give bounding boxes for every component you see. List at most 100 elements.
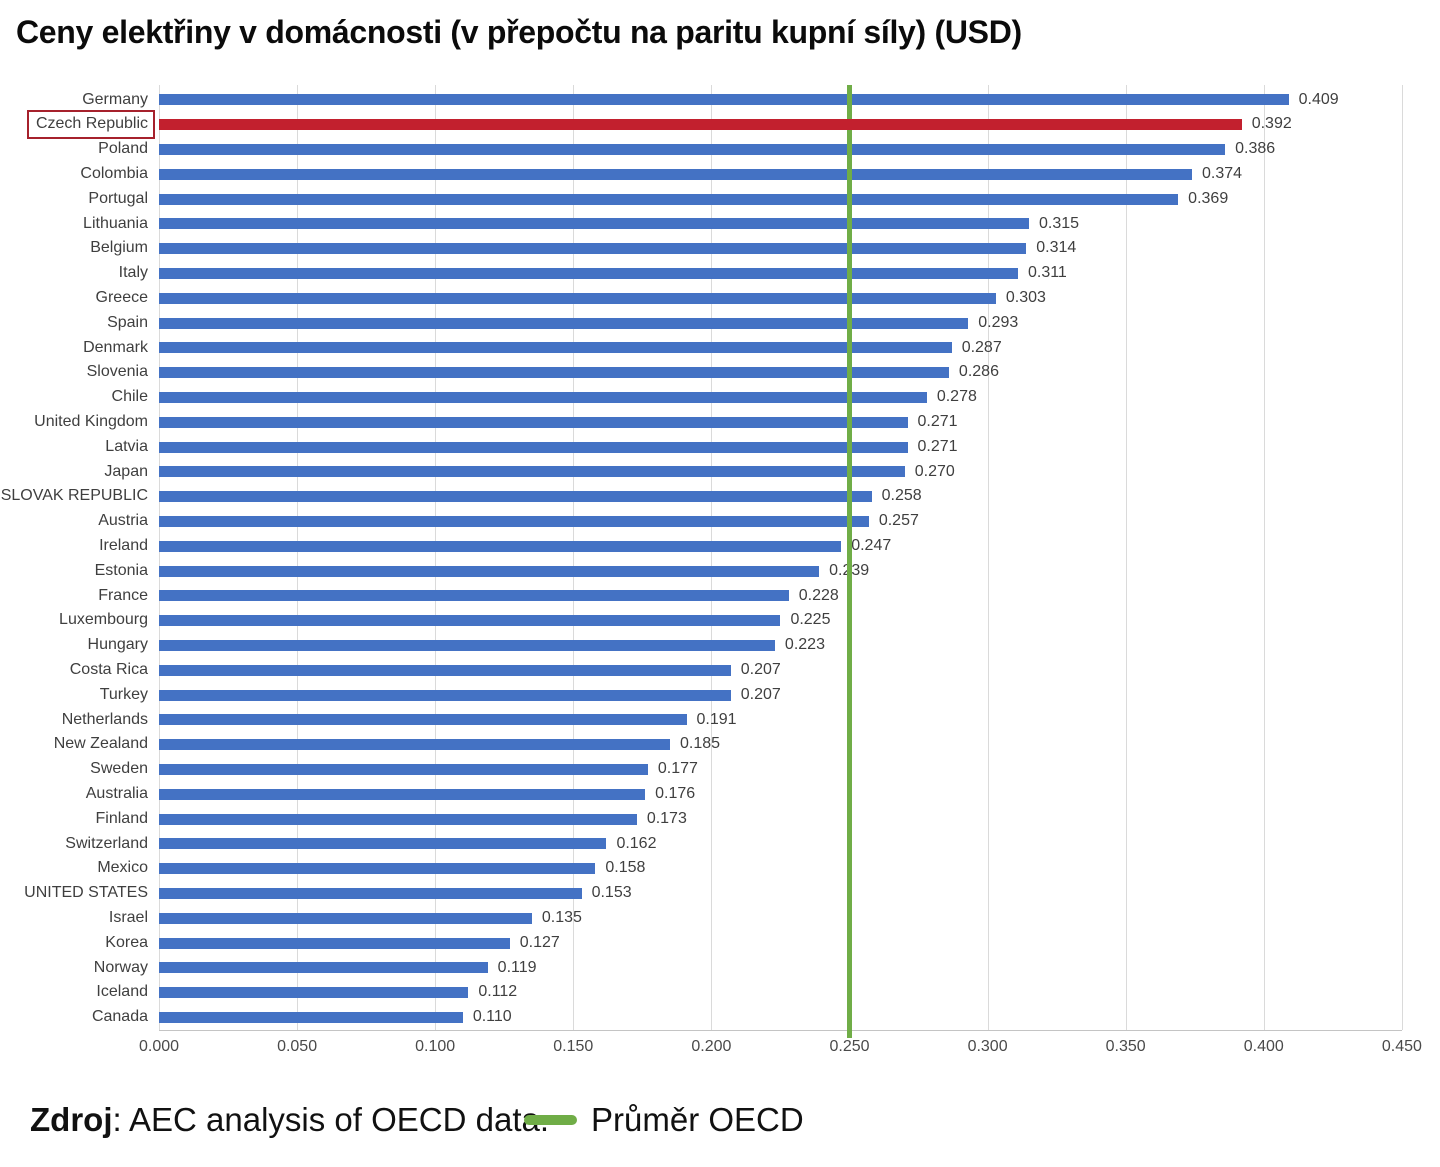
bar [159, 565, 820, 577]
bar [159, 94, 1289, 106]
country-label: Colombia [80, 164, 148, 182]
country-label: Turkey [99, 685, 148, 703]
value-label: 0.191 [696, 710, 737, 728]
x-axis-tick-label: 0.050 [277, 1038, 318, 1055]
value-label: 0.176 [655, 784, 696, 802]
bar [159, 342, 952, 354]
country-label: Luxembourg [59, 611, 148, 629]
value-label: 0.287 [961, 338, 1002, 356]
bar [159, 888, 582, 899]
value-label: 0.392 [1251, 115, 1292, 133]
country-label: Finland [95, 809, 148, 827]
country-label: Netherlands [61, 710, 148, 728]
x-axis-tick-label: 0.150 [553, 1038, 594, 1055]
x-axis-tick-label: 0.450 [1381, 1038, 1422, 1055]
value-label: 0.185 [679, 735, 721, 753]
country-label: Australia [85, 784, 148, 802]
bar [159, 937, 510, 949]
bar [159, 615, 781, 627]
bar [159, 987, 469, 999]
bar [159, 962, 488, 974]
country-label: Korea [105, 933, 148, 951]
value-label: 0.369 [1188, 189, 1229, 207]
oecd-average-line [847, 85, 852, 1038]
country-label: Japan [104, 462, 148, 480]
country-label: United Kingdom [34, 412, 148, 430]
value-label: 0.315 [1039, 214, 1080, 232]
x-axis-tick-label: 0.400 [1243, 1038, 1284, 1055]
country-label: Denmark [83, 338, 148, 356]
country-label: Slovenia [86, 363, 148, 381]
x-axis-line [159, 1030, 1402, 1031]
country-label: Norway [93, 958, 148, 976]
country-label: Switzerland [65, 834, 148, 852]
bar [159, 664, 731, 676]
value-label: 0.258 [881, 487, 922, 505]
value-label: 0.158 [605, 859, 646, 877]
bar [159, 367, 949, 379]
x-gridline [711, 85, 713, 1030]
country-label: Austria [98, 512, 148, 530]
x-axis-tick-label: 0.100 [415, 1038, 456, 1055]
value-label: 0.228 [798, 586, 839, 604]
value-label: 0.311 [1027, 264, 1067, 282]
bar [159, 590, 789, 602]
bar [159, 813, 637, 825]
x-gridline [1263, 85, 1265, 1030]
x-gridline [1125, 85, 1127, 1030]
value-label: 0.303 [1005, 288, 1046, 306]
value-label: 0.173 [646, 809, 687, 827]
country-label: Hungary [87, 636, 148, 654]
bar [159, 392, 927, 403]
bar [159, 144, 1226, 155]
value-label: 0.409 [1298, 90, 1339, 108]
country-label: France [98, 586, 148, 604]
value-label: 0.127 [519, 933, 560, 951]
source-label: Zdroj [30, 1101, 113, 1138]
value-label: 0.162 [616, 834, 657, 852]
value-label: 0.153 [591, 884, 632, 902]
bar [159, 491, 872, 503]
bar [159, 218, 1030, 230]
bar [159, 466, 905, 478]
bar [159, 788, 646, 800]
x-axis-tick-label: 0.000 [138, 1038, 180, 1055]
x-gridline [297, 85, 299, 1030]
x-axis-tick-label: 0.250 [829, 1038, 870, 1055]
value-label: 0.110 [472, 1008, 512, 1026]
bar [159, 416, 908, 428]
country-label: Chile [111, 388, 148, 406]
value-label: 0.314 [1036, 239, 1077, 257]
x-gridline [435, 85, 437, 1030]
chart-title: Ceny elektřiny v domácnosti (v přepočtu … [16, 14, 1022, 50]
bar [159, 243, 1027, 255]
bar [159, 714, 687, 726]
bar [159, 268, 1018, 279]
bar-chart-plot-area: 0.000 0.050 0.100 0.150 0.200 0.250 0.300 0.350… [1, 85, 1422, 1055]
bar [159, 739, 670, 751]
value-label: 0.225 [790, 611, 831, 629]
x-gridline [987, 85, 989, 1030]
oecd-average-legend-line [524, 1115, 577, 1125]
bar [159, 912, 532, 924]
value-label: 0.112 [478, 983, 518, 1001]
value-label: 0.119 [497, 958, 537, 976]
country-label: Canada [91, 1008, 148, 1026]
country-label: Estonia [94, 561, 148, 579]
bar [159, 540, 842, 552]
country-label: Mexico [97, 859, 148, 877]
value-label: 0.177 [657, 760, 698, 778]
x-gridline [573, 85, 575, 1030]
x-axis-tick-label: 0.200 [691, 1038, 732, 1055]
x-gridline [159, 85, 160, 1030]
country-label: Italy [118, 264, 148, 282]
czech-republic-highlight-box [27, 110, 155, 140]
country-label: Czech Republic [35, 115, 148, 133]
bar [159, 516, 869, 527]
value-label: 0.278 [936, 388, 977, 406]
bar-czech-republic-highlighted [159, 119, 1242, 131]
value-label: 0.247 [851, 536, 892, 554]
country-label: Sweden [90, 760, 148, 778]
value-label: 0.286 [958, 363, 999, 381]
value-label: 0.223 [784, 636, 825, 654]
